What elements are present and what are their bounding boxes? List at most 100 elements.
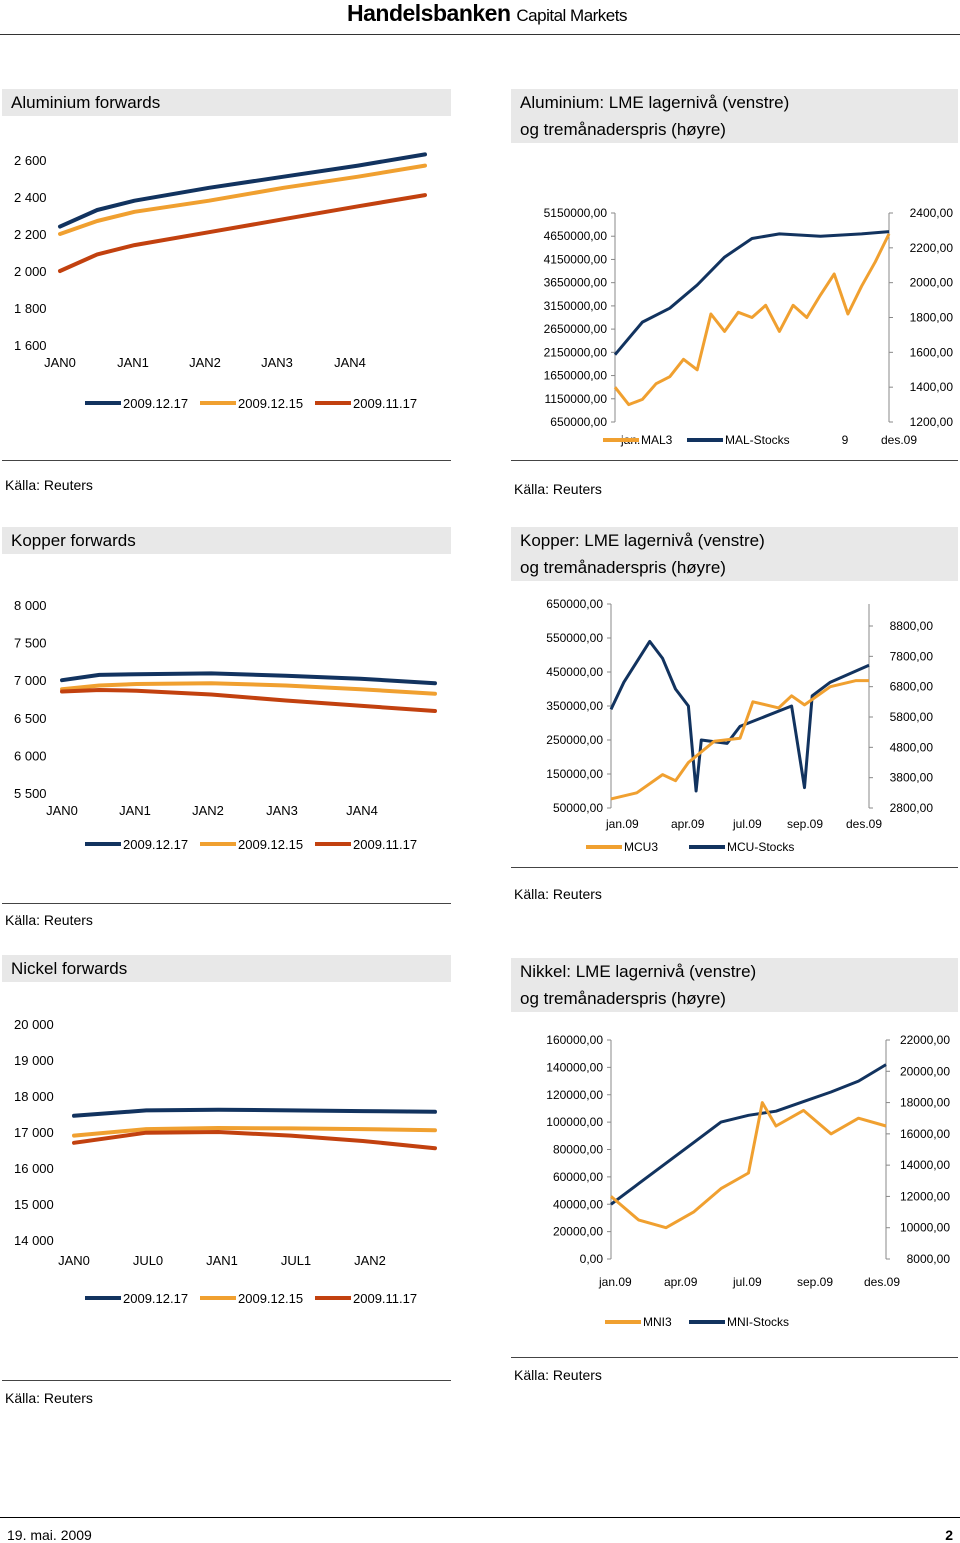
y-tick-label: 2 600: [14, 153, 47, 168]
brand-name: Handelsbanken: [347, 0, 511, 26]
right-tick-label: 10000,00: [900, 1221, 950, 1235]
rule: [511, 867, 958, 868]
y-tick-label: 2 000: [14, 264, 47, 279]
y-tick-label: 2 200: [14, 227, 47, 242]
x-tick-label: jul.09: [732, 817, 762, 831]
legend-label: MCU3: [624, 840, 658, 854]
series-line-MCU-Stocks: [609, 639, 870, 793]
series-line-2009.12.17: [72, 1107, 437, 1118]
x-tick-label: JUL1: [281, 1253, 311, 1268]
left-tick-label: 1150000,00: [544, 392, 607, 406]
y-tick-label: 1 800: [14, 301, 47, 316]
right-tick-label: 8800,00: [890, 619, 934, 633]
series-line-MNI-Stocks: [610, 1063, 887, 1206]
left-tick-label: 650000,00: [546, 597, 603, 611]
y-tick-label: 6 000: [14, 748, 47, 763]
series-line-2009.12.15: [58, 163, 427, 236]
legend-label: MNI-Stocks: [727, 1315, 789, 1329]
right-tick-label: 2400,00: [910, 206, 954, 220]
panel-title-ni-lme: Nikkel: LME lagernivå (venstre) og tremå…: [511, 958, 958, 1012]
left-tick-label: 0,00: [580, 1252, 604, 1266]
left-tick-label: 1650000,00: [544, 369, 608, 383]
title-line-2: og tremånaderspris (høyre): [520, 558, 726, 577]
left-tick-label: 140000,00: [546, 1060, 603, 1074]
left-tick-label: 650000,00: [550, 415, 607, 429]
panel-title-cu-fwd: Kopper forwards: [2, 527, 451, 554]
y-tick-label: 7 500: [14, 636, 47, 651]
x-tick-label: JAN0: [44, 355, 76, 370]
source-alu-fwd: Källa: Reuters: [5, 477, 93, 493]
left-tick-label: 120000,00: [546, 1088, 603, 1102]
x-tick-label: des.09: [864, 1275, 900, 1289]
legend-label: 2009.11.17: [353, 837, 417, 852]
panel-title-alu-lme: Aluminium: LME lagernivå (venstre) og tr…: [511, 89, 958, 143]
x-tick-label: des.09: [881, 433, 917, 447]
left-tick-label: 3150000,00: [544, 299, 608, 313]
x-tick-label: JAN3: [261, 355, 293, 370]
source-alu-lme: Källa: Reuters: [514, 481, 602, 497]
rule: [511, 1357, 958, 1358]
left-tick-label: 50000,00: [553, 801, 603, 815]
source-cu-fwd: Källa: Reuters: [5, 912, 93, 928]
x-tick-label: JUL0: [133, 1253, 163, 1268]
left-tick-label: 2150000,00: [544, 345, 608, 359]
chart-nickel-forwards: 20 000 19 000 18 000 17 000 16 000 15 000 14 0…: [14, 1017, 437, 1306]
series-line-2009.11.17: [72, 1130, 437, 1151]
series-line-2009.12.17: [60, 671, 437, 686]
footer-rule: [0, 1517, 960, 1518]
x-tick-label: jul.09: [732, 1275, 762, 1289]
series-line-2009.12.15: [60, 681, 437, 696]
left-tick-label: 350000,00: [546, 699, 603, 713]
legend-label: 2009.12.15: [238, 396, 303, 411]
right-tick-label: 2800,00: [890, 801, 934, 815]
x-tick-label: JAN4: [334, 355, 366, 370]
left-tick-label: 450000,00: [546, 665, 603, 679]
rule: [511, 460, 958, 461]
rule: [2, 903, 451, 904]
right-tick-label: 20000,00: [900, 1064, 950, 1078]
legend-label: 2009.12.17: [123, 837, 188, 852]
x-tick-label: JAN1: [117, 355, 149, 370]
x-tick-label: des.09: [846, 817, 882, 831]
right-tick-label: 8000,00: [907, 1252, 951, 1266]
legend-label: MAL-Stocks: [725, 433, 790, 447]
y-tick-label: 1 600: [14, 338, 47, 353]
right-tick-label: 1600,00: [910, 345, 954, 359]
y-tick-label: 5 500: [14, 786, 47, 801]
x-tick-label: sep.09: [797, 1275, 833, 1289]
chart-kopper-lme: 650000,00 550000,00 450000,00 350000,00 2500…: [546, 597, 934, 854]
chart-aluminium-lme: 5150000,00 4650000,00 4150000,00 3650000,00…: [544, 206, 954, 447]
right-tick-label: 22000,00: [900, 1033, 950, 1047]
chart-aluminium-forwards: 2 600 2 400 2 200 2 000 1 800 1 600 JAN0 JAN1 JA…: [14, 152, 427, 411]
source-ni-fwd: Källa: Reuters: [5, 1390, 93, 1406]
right-tick-label: 2000,00: [910, 276, 954, 290]
left-tick-label: 3650000,00: [544, 276, 608, 290]
title-line-2: og tremånaderspris (høyre): [520, 120, 726, 139]
y-tick-label: 6 500: [14, 711, 47, 726]
left-tick-label: 4650000,00: [544, 229, 608, 243]
x-tick-label: JAN3: [266, 803, 298, 818]
x-tick-label: jan.09: [605, 817, 639, 831]
legend-label: 2009.12.17: [123, 396, 188, 411]
panel-title-alu-fwd: Aluminium forwards: [2, 89, 451, 116]
left-tick-label: 5150000,00: [544, 206, 608, 220]
legend-label: MAL3: [641, 433, 673, 447]
right-tick-label: 12000,00: [900, 1189, 950, 1203]
right-tick-label: 14000,00: [900, 1158, 950, 1172]
right-tick-label: 1800,00: [910, 311, 954, 325]
x-tick-label: JAN4: [346, 803, 378, 818]
title-line-1: Kopper: LME lagernivå (venstre): [520, 531, 765, 550]
left-tick-label: 4150000,00: [544, 252, 608, 266]
x-tick-label: JAN2: [189, 355, 221, 370]
series-line-MAL3: [613, 233, 891, 407]
title-line-1: Nikkel: LME lagernivå (venstre): [520, 962, 757, 981]
legend-label: 2009.11.17: [353, 1291, 417, 1306]
panel-title-ni-fwd: Nickel forwards: [2, 955, 451, 982]
x-tick-label: JAN2: [354, 1253, 386, 1268]
series-line-MCU3: [610, 679, 869, 801]
x-tick-label: sep.09: [787, 817, 823, 831]
x-tick-label: JAN0: [58, 1253, 90, 1268]
title-line-2: og tremånaderspris (høyre): [520, 989, 726, 1008]
y-tick-label: 19 000: [14, 1053, 54, 1068]
right-tick-label: 4800,00: [890, 740, 934, 754]
